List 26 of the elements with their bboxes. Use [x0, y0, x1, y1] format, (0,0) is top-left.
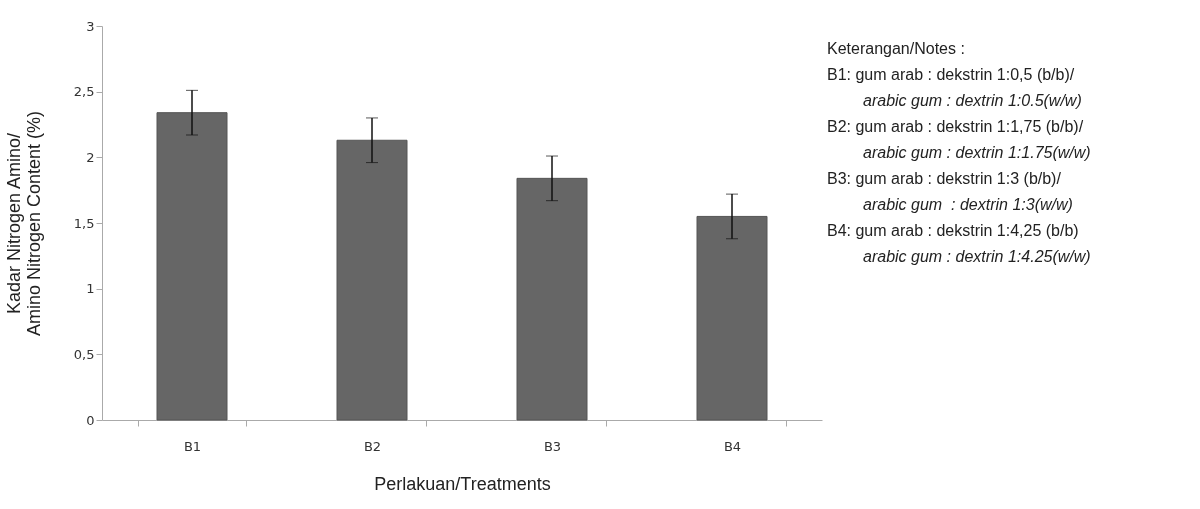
y-axis-title: Kadar Nitrogen Amino/ Amino Nitrogen Content (%) [3, 110, 44, 337]
y-tick-label: 3 [86, 18, 95, 34]
bar [156, 112, 228, 421]
bar [336, 139, 408, 421]
y-tick-label: 0,5 [73, 346, 95, 362]
x-tick-label: B4 [723, 438, 742, 454]
x-axis-title: Perlakuan/Treatments [374, 473, 551, 494]
text: arabic gum : dextrin 1:4.25(w/w) [862, 247, 1091, 267]
x-tick-label: B3 [543, 438, 562, 454]
text: B1: gum arab : dekstrin 1:0,5 (b/b)/ [827, 65, 1076, 85]
text: arabic gum : dextrin 1:0.5(w/w) [862, 91, 1083, 111]
x-tick-label: B1 [183, 438, 202, 454]
text: B3: gum arab : dekstrin 1:3 (b/b)/ [827, 169, 1062, 189]
y-tick-label: 0 [86, 412, 95, 428]
y-tick-label: 1 [86, 281, 95, 297]
y-tick-label: 2 [86, 149, 95, 165]
text: B4: gum arab : dekstrin 1:4,25 (b/b) [827, 221, 1080, 241]
x-tick-label: B2 [363, 438, 382, 454]
y-tick-label: 1,5 [73, 215, 95, 231]
text: B2: gum arab : dekstrin 1:1,75 (b/b)/ [827, 117, 1085, 137]
bar [516, 177, 588, 421]
bar [696, 215, 768, 421]
text: Keterangan/Notes : [827, 39, 966, 59]
text: arabic gum : dextrin 1:3(w/w) [862, 195, 1074, 215]
text: arabic gum : dextrin 1:1.75(w/w) [862, 143, 1091, 163]
y-tick-label: 2,5 [73, 84, 95, 100]
